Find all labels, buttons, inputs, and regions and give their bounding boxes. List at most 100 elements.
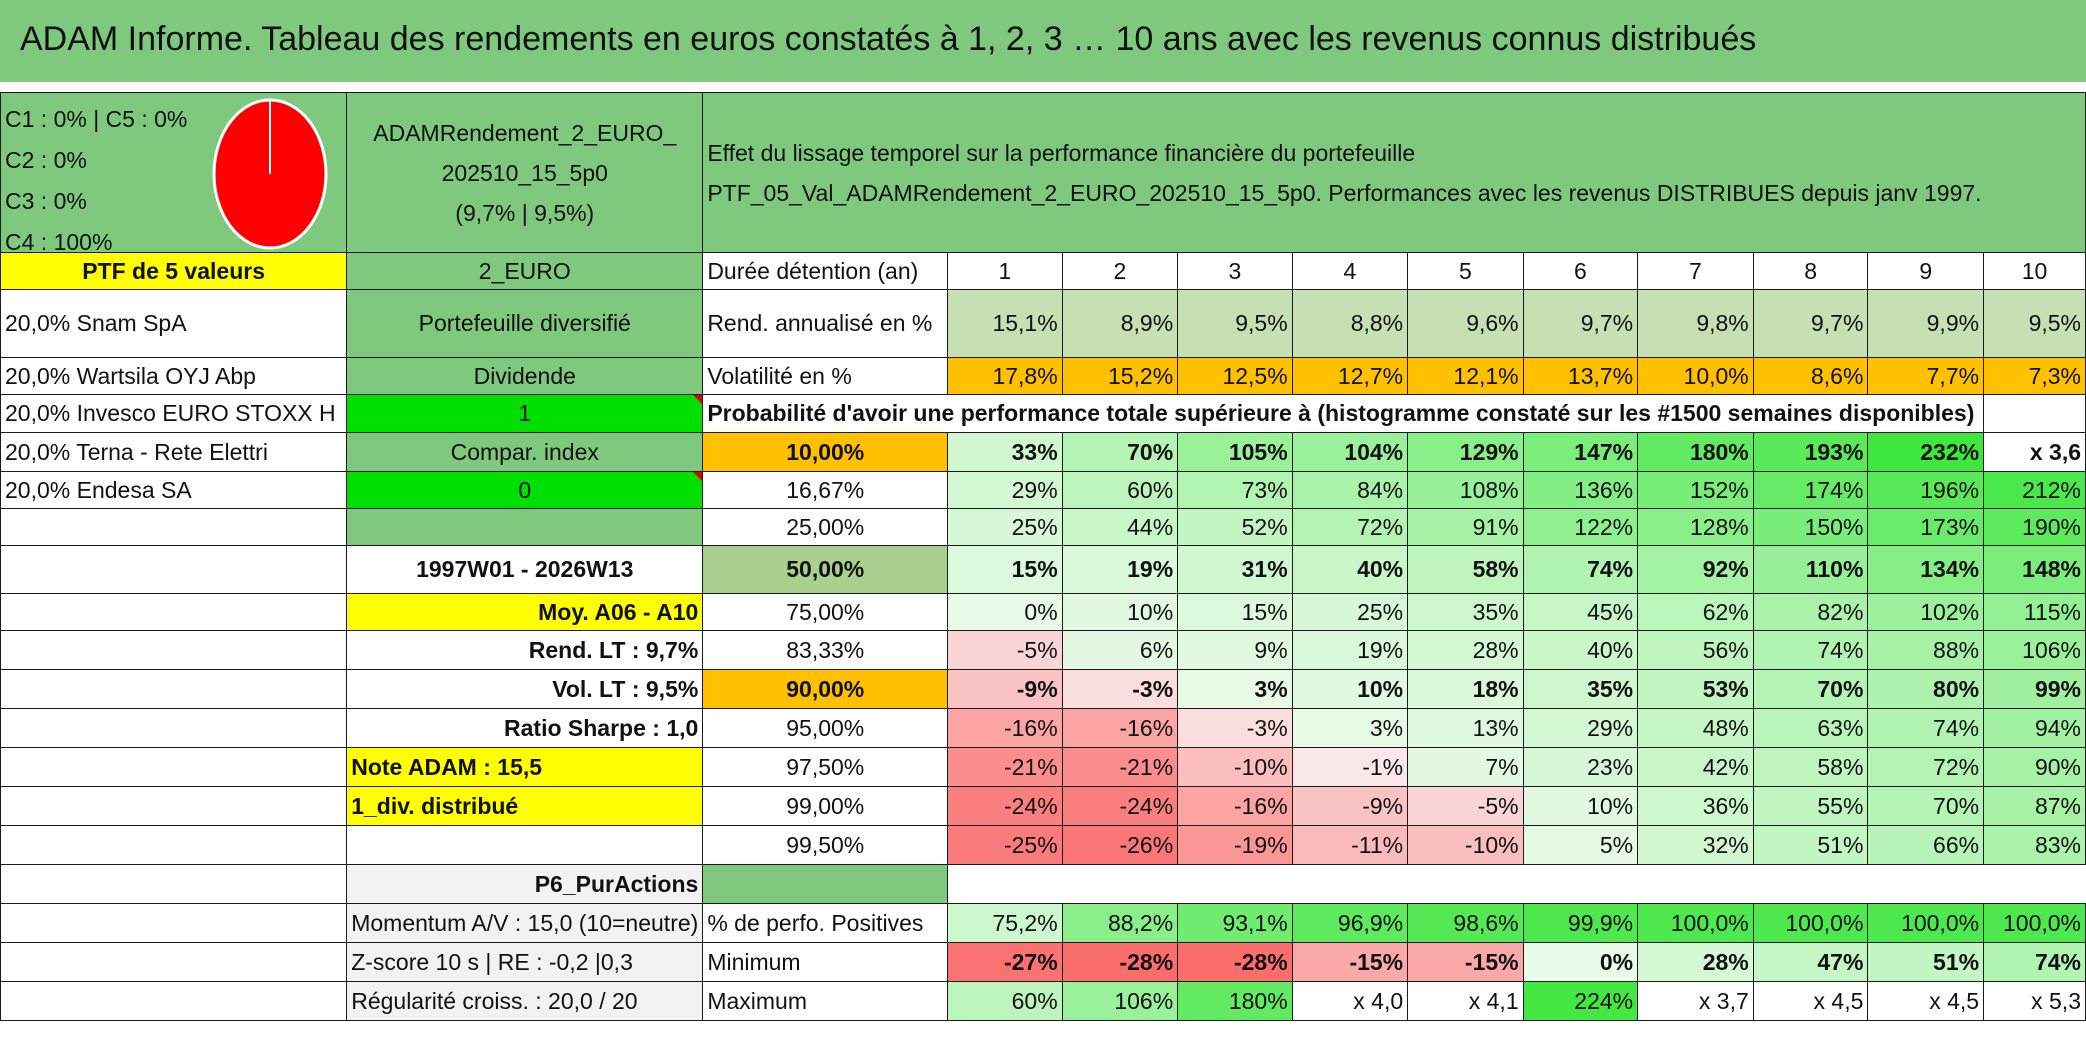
spacer <box>0 82 2086 92</box>
quantile-label: 10,00% <box>702 432 949 472</box>
description-line-1: Effet du lissage temporel sur la perform… <box>707 139 1416 166</box>
quantile-value: 106% <box>1983 630 2086 670</box>
quantile-value: 19% <box>1061 545 1179 594</box>
table-row: Note ADAM : 15,5 97,50% -21% -21% -10% -1% 7% 2… <box>0 747 2086 787</box>
quantile-label: 99,00% <box>702 786 949 826</box>
quantile-label: 16,67% <box>702 471 949 509</box>
quantile-value: 56% <box>1637 630 1754 670</box>
portfolio-name-2: 202510_15_5p0 <box>441 159 608 186</box>
quantile-value: -16% <box>1177 786 1293 826</box>
year-header: 6 <box>1522 252 1639 290</box>
max-value: x 3,7 <box>1637 981 1754 1021</box>
pos-value: 99,9% <box>1522 903 1639 943</box>
quantile-value: x 3,6 <box>1983 432 2086 472</box>
side-info: Note ADAM : 15,5 <box>346 747 704 787</box>
quantile-value: 91% <box>1407 508 1524 546</box>
empty-cell <box>0 903 348 943</box>
allocation-labels: C1 : 0% | C5 : 0% C2 : 0% C3 : 0% C4 : 100% <box>5 99 187 253</box>
rend-value: 9,5% <box>1983 289 2086 358</box>
empty-cell <box>0 747 348 787</box>
quantile-value: 55% <box>1752 786 1869 826</box>
vol-value: 13,7% <box>1522 357 1639 395</box>
quantile-value: 28% <box>1407 630 1524 670</box>
empty-cell <box>0 669 348 709</box>
year-header: 2 <box>1061 252 1179 290</box>
proba-label: Probabilité d'avoir une performance tota… <box>702 394 1985 433</box>
side-info: Vol. LT : 9,5% <box>346 669 704 709</box>
quantile-value: -19% <box>1177 825 1293 865</box>
quantile-value: 6% <box>1061 630 1179 670</box>
allocation-line: C2 : 0% <box>5 147 87 173</box>
holding: 20,0% Terna - Rete Elettri <box>0 432 348 472</box>
quantile-value: -21% <box>1061 747 1179 787</box>
quantile-value: -3% <box>1177 708 1293 748</box>
pos-value: 75,2% <box>947 903 1063 943</box>
max-value: 106% <box>1061 981 1179 1021</box>
allocation-line: C4 : 100% <box>5 229 113 253</box>
quantile-value: 122% <box>1522 508 1639 546</box>
quantile-value: 63% <box>1752 708 1869 748</box>
quantile-value: 174% <box>1752 471 1869 509</box>
quantile-label: 95,00% <box>702 708 949 748</box>
quantile-value: 29% <box>947 471 1063 509</box>
table-row: 99,50% -25% -26% -19% -11% -10% 5% 32% 51% 66% 83% <box>0 825 2086 865</box>
rend-value: 8,8% <box>1291 289 1409 358</box>
quantile-value: 212% <box>1983 471 2086 509</box>
portfolio-type: Portefeuille diversifié <box>346 289 704 358</box>
quantile-value: 60% <box>1061 471 1179 509</box>
side-info: 0 <box>346 471 704 509</box>
year-header: 1 <box>947 252 1063 290</box>
quantile-value: 33% <box>947 432 1063 472</box>
empty-cell <box>1983 394 2086 433</box>
quantile-label: 90,00% <box>702 669 949 709</box>
quantile-value: 36% <box>1637 786 1754 826</box>
holding: 20,0% Snam SpA <box>0 289 348 358</box>
empty-cell <box>0 593 348 631</box>
pos-value: 100,0% <box>1637 903 1754 943</box>
momentum-label: Momentum A/V : 15,0 (10=neutre) <box>346 903 704 943</box>
quantile-value: 90% <box>1983 747 2086 787</box>
empty-cell <box>0 981 348 1021</box>
table-row: Momentum A/V : 15,0 (10=neutre)% de perf… <box>0 903 2086 943</box>
side-info: Moy. A06 - A10 <box>346 593 704 631</box>
quantile-value: 102% <box>1867 593 1985 631</box>
max-value: x 4,0 <box>1291 981 1409 1021</box>
quantile-value: 104% <box>1291 432 1409 472</box>
quantile-value: 52% <box>1177 508 1293 546</box>
duration-label: Durée détention (an) <box>702 252 949 290</box>
quantile-value: 0% <box>947 593 1063 631</box>
pos-value: 100,0% <box>1867 903 1985 943</box>
quantile-value: 82% <box>1752 593 1869 631</box>
table-row: 20,0% Terna - Rete Elettri Compar. index 1… <box>0 432 2086 472</box>
side-info: Ratio Sharpe : 1,0 <box>346 708 704 748</box>
quantile-value: 136% <box>1522 471 1639 509</box>
quantile-value: -5% <box>1407 786 1524 826</box>
max-value: 60% <box>947 981 1063 1021</box>
quantile-value: 10% <box>1522 786 1639 826</box>
holding: 20,0% Invesco EURO STOXX H <box>0 394 348 433</box>
rend-value: 9,7% <box>1752 289 1869 358</box>
rend-value: 9,5% <box>1177 289 1293 358</box>
quantile-label: 83,33% <box>702 630 949 670</box>
quantile-value: 232% <box>1867 432 1985 472</box>
quantile-value: 23% <box>1522 747 1639 787</box>
table-row: 20,0% Invesco EURO STOXX H 1 Probabilité d… <box>0 394 2086 433</box>
vol-value: 15,2% <box>1061 357 1179 395</box>
min-value: 51% <box>1867 942 1985 982</box>
quantile-value: 25% <box>1291 593 1409 631</box>
rend-value: 9,6% <box>1407 289 1524 358</box>
table-row: Vol. LT : 9,5% 90,00% -9% -3% 3% 10% 18% 35% 53%… <box>0 669 2086 709</box>
quantile-label: 50,00% <box>702 545 949 594</box>
holding: 20,0% Endesa SA <box>0 471 348 509</box>
min-value: -27% <box>947 942 1063 982</box>
quantile-value: 110% <box>1752 545 1869 594</box>
table-row: Régularité croiss. : 20,0 / 20 Maximum 60%… <box>0 981 2086 1021</box>
empty-cell <box>0 864 348 904</box>
quantile-value: 9% <box>1177 630 1293 670</box>
report-title: ADAM Informe. Tableau des rendements en … <box>20 20 1757 58</box>
min-label: Minimum <box>702 942 949 982</box>
empty-cell <box>0 786 348 826</box>
quantile-value: 147% <box>1522 432 1639 472</box>
min-value: -28% <box>1177 942 1293 982</box>
